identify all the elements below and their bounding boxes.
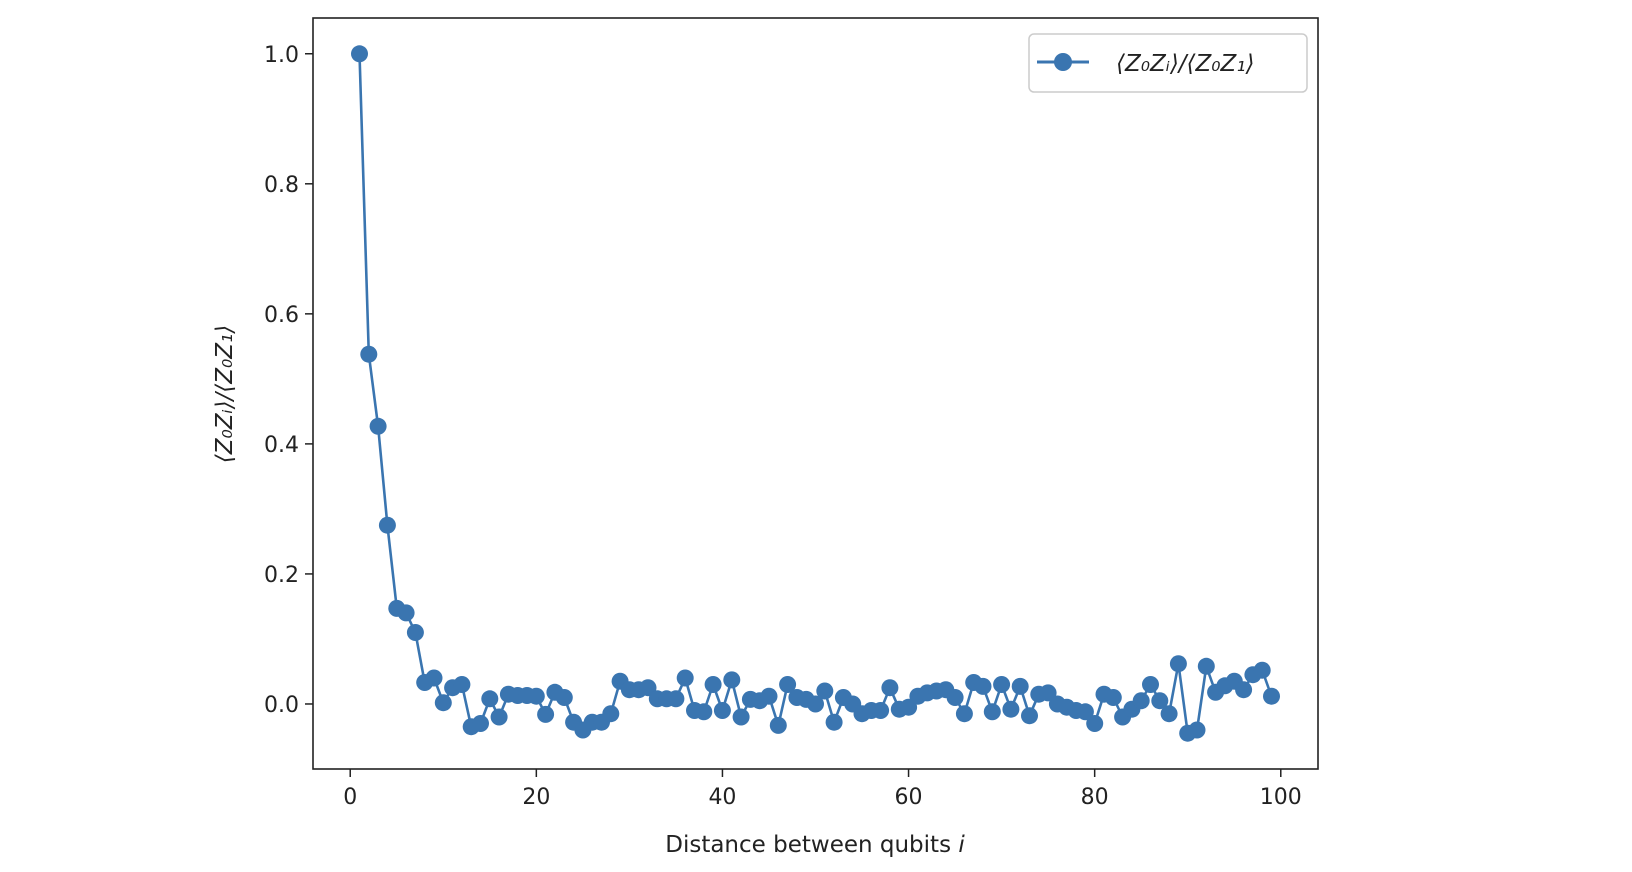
legend: ⟨Z₀Zᵢ⟩/⟨Z₀Z₁⟩ <box>1028 33 1308 93</box>
y-axis-label: ⟨Z₀Zᵢ⟩/⟨Z₀Z₁⟩ <box>212 325 238 463</box>
x-tick-label: 80 <box>1081 785 1109 810</box>
data-point <box>667 690 685 708</box>
x-tick-label: 0 <box>343 785 357 810</box>
data-point <box>1197 657 1215 675</box>
y-tick-label: 0.2 <box>264 563 299 588</box>
data-point <box>1021 707 1038 725</box>
data-point <box>1142 676 1159 693</box>
data-point <box>1160 705 1178 723</box>
legend-marker-swatch <box>1054 53 1072 71</box>
data-point <box>397 604 415 622</box>
data-point <box>723 671 741 689</box>
data-point <box>369 417 387 435</box>
data-point <box>881 679 899 697</box>
data-point <box>1002 700 1020 718</box>
data-point <box>769 716 787 734</box>
data-point <box>602 705 620 723</box>
data-point <box>1151 692 1169 710</box>
y-tick-label: 0.0 <box>264 693 299 718</box>
data-point <box>1188 721 1206 739</box>
x-tick-label: 20 <box>522 785 550 810</box>
y-tick-label: 0.6 <box>264 303 299 328</box>
data-point <box>825 713 843 731</box>
data-point <box>1235 681 1253 699</box>
data-point <box>974 677 992 695</box>
x-axis-label: Distance between qubits i <box>665 832 965 858</box>
data-point <box>732 708 750 726</box>
data-point <box>351 45 368 63</box>
data-point <box>639 679 657 697</box>
x-tick-label: 40 <box>708 785 736 810</box>
data-point <box>1263 687 1280 705</box>
x-axis-label-variable: i <box>958 832 965 858</box>
y-tick-label: 0.4 <box>264 433 299 458</box>
data-point <box>946 689 964 706</box>
data-point <box>816 682 834 700</box>
data-point <box>695 703 713 721</box>
data-point <box>537 705 555 723</box>
data-point <box>872 702 890 719</box>
data-point <box>1011 677 1029 695</box>
data-point <box>993 676 1011 693</box>
data-point <box>1086 715 1104 732</box>
data-point <box>713 702 731 719</box>
legend-box <box>1028 33 1308 93</box>
data-point <box>1169 655 1187 673</box>
data-point <box>472 715 489 732</box>
data-point <box>704 676 722 693</box>
data-point <box>760 687 778 705</box>
data-point <box>1104 689 1122 706</box>
data-point <box>425 669 443 687</box>
data-point <box>1076 703 1094 721</box>
data-point <box>490 708 508 726</box>
data-point <box>481 690 499 708</box>
data-point <box>406 624 424 641</box>
data-point <box>779 676 797 693</box>
y-tick-label: 0.8 <box>264 173 299 198</box>
data-point <box>676 669 694 687</box>
data-point <box>955 705 973 723</box>
data-point <box>378 516 396 534</box>
y-tick-label: 1.0 <box>264 43 299 68</box>
x-axis-ticks: 0 20 40 60 80 100 <box>343 769 1302 810</box>
data-point <box>434 694 452 712</box>
data-point <box>983 703 1001 721</box>
x-tick-label: 60 <box>895 785 923 810</box>
legend-entry-label: ⟨Z₀Zᵢ⟩/⟨Z₀Z₁⟩ <box>1116 51 1254 77</box>
x-axis-label-text: Distance between qubits <box>665 832 951 858</box>
data-point <box>1039 684 1057 702</box>
data-point <box>555 689 573 706</box>
plot-series <box>351 45 1280 742</box>
plot-frame <box>312 17 1319 770</box>
data-point <box>807 695 824 713</box>
data-point <box>527 687 545 705</box>
data-point <box>453 676 471 693</box>
data-point <box>1253 661 1271 679</box>
data-point <box>360 345 378 363</box>
x-tick-label: 100 <box>1260 785 1302 810</box>
y-axis-ticks: 0.0 0.2 0.4 0.6 0.8 1.0 <box>264 43 313 718</box>
data-point <box>1132 692 1150 710</box>
